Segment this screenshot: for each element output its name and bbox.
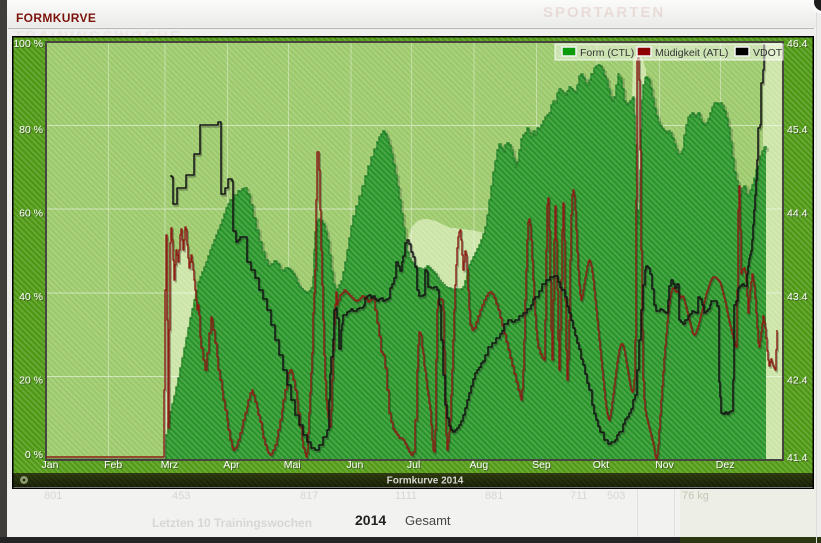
svg-text:45.4: 45.4 [787,124,808,136]
svg-text:Nov: Nov [656,460,675,472]
svg-text:Mai: Mai [285,460,302,472]
svg-text:44.4: 44.4 [787,208,808,220]
svg-text:Mrz: Mrz [161,459,179,471]
svg-text:Aug: Aug [471,460,490,472]
svg-text:20 %: 20 % [19,375,43,387]
svg-text:Jul: Jul [407,459,420,471]
svg-text:43.4: 43.4 [788,292,809,304]
svg-text:VDOT: VDOT [753,47,783,59]
svg-text:40 %: 40 % [19,291,43,303]
svg-text:Apr: Apr [223,459,240,471]
svg-text:41.4: 41.4 [787,452,808,464]
svg-text:43.4: 43.4 [787,291,808,303]
svg-text:Jul: Jul [408,460,421,472]
svg-text:42.4: 42.4 [787,375,808,387]
svg-text:Dez: Dez [716,459,735,471]
svg-text:Mrz: Mrz [162,460,180,472]
svg-text:Nov: Nov [655,459,674,471]
svg-text:42.4: 42.4 [788,376,809,388]
svg-text:Müdigkeit (ATL): Müdigkeit (ATL) [655,47,728,59]
svg-text:60 %: 60 % [19,208,43,220]
svg-text:Mai: Mai [284,459,301,471]
svg-text:80 %: 80 % [19,124,43,136]
svg-text:46.4: 46.4 [787,38,808,50]
svg-text:0 %: 0 % [25,449,43,461]
svg-text:Jun: Jun [347,460,364,472]
svg-text:0 %: 0 % [26,450,44,462]
svg-text:Okt: Okt [593,459,609,471]
svg-text:Formkurve 2014: Formkurve 2014 [387,476,464,487]
svg-text:Form (CTL): Form (CTL) [580,47,634,59]
svg-text:Sep: Sep [532,459,551,471]
svg-text:Feb: Feb [104,459,122,471]
svg-text:46.4: 46.4 [788,39,809,51]
svg-text:Dez: Dez [717,460,736,472]
svg-text:Sep: Sep [533,460,552,472]
svg-text:41.4: 41.4 [788,453,809,465]
svg-text:Jan: Jan [42,459,59,471]
svg-text:20 %: 20 % [20,376,44,388]
svg-text:60 %: 60 % [20,209,44,221]
svg-text:45.4: 45.4 [788,125,809,137]
svg-text:100 %: 100 % [14,39,44,51]
svg-text:Aug: Aug [470,459,489,471]
svg-text:80 %: 80 % [20,125,44,137]
svg-text:Apr: Apr [224,460,241,472]
svg-text:44.4: 44.4 [788,209,809,221]
svg-text:Jun: Jun [346,459,363,471]
svg-text:100 %: 100 % [13,38,43,50]
svg-text:40 %: 40 % [20,292,44,304]
svg-text:Jan: Jan [43,460,60,472]
svg-text:Okt: Okt [594,460,610,472]
svg-text:Feb: Feb [105,460,123,472]
